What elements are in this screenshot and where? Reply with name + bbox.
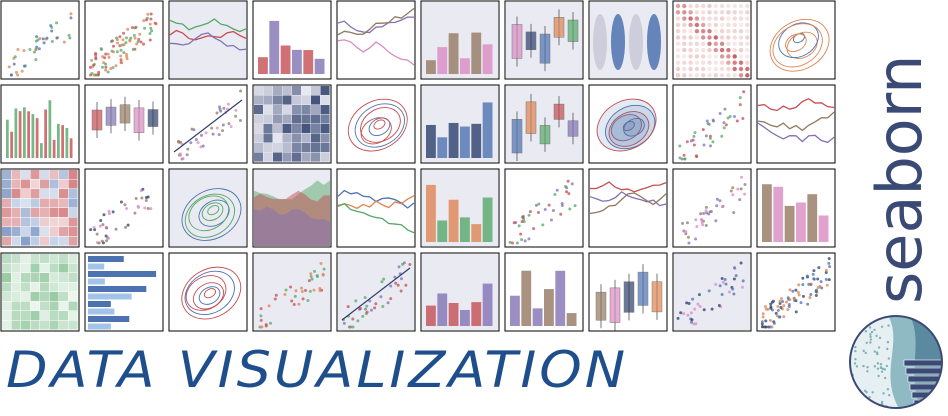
boxen-plot-icon	[84, 84, 164, 164]
tagline: DATA VISUALIZATION	[6, 341, 629, 400]
multi-line-icon	[336, 0, 416, 80]
joint-kde-icon	[756, 0, 836, 80]
timeseries-band-icon	[168, 0, 248, 80]
correlation-dot-matrix-icon	[672, 0, 752, 80]
dot-plot-icon	[672, 168, 752, 248]
facet-lines-icon	[756, 84, 836, 164]
heatmap-2d-hist-icon	[252, 84, 332, 164]
regression-scatter-icon	[420, 168, 500, 248]
error-bar-icon	[168, 252, 248, 332]
ridge-plot-icon	[420, 84, 500, 164]
bar-facet-icon	[756, 168, 836, 248]
hexbin-scatter-icon	[84, 0, 164, 80]
regression-line-icon	[336, 252, 416, 332]
stacked-histogram-icon	[0, 84, 80, 164]
density-scatter-icon	[588, 84, 668, 164]
seaborn-wordmark: seaborn	[855, 4, 945, 314]
joint-histogram-icon	[252, 0, 332, 80]
boxplot-icon	[504, 0, 584, 80]
diverging-heatmap-icon	[0, 168, 80, 248]
facet-polar-icon	[504, 168, 584, 248]
ecdf-icon	[336, 168, 416, 248]
scatter-icon	[0, 0, 80, 80]
strip-plot-icon	[168, 84, 248, 164]
swarm-plot-icon	[588, 252, 668, 332]
polar-scatter-icon	[252, 252, 332, 332]
kde-heatmap-icon	[0, 252, 80, 332]
seaborn-logo-icon	[849, 315, 943, 409]
bubble-scatter-icon	[504, 252, 584, 332]
marginal-scatter-icon	[84, 168, 164, 248]
regression-band-icon	[672, 84, 752, 164]
wordmark-text: seaborn	[863, 55, 936, 304]
letter-value-plot-icon	[504, 84, 584, 164]
split-violin-icon	[588, 0, 668, 80]
horizontal-bar-icon	[84, 252, 164, 332]
pair-grid-icon	[672, 252, 752, 332]
kde-contour-icon	[336, 84, 416, 164]
dense-scatter-icon	[756, 252, 836, 332]
residual-scatter-icon	[420, 252, 500, 332]
stacked-area-icon	[252, 168, 332, 248]
grouped-bar-icon	[420, 0, 500, 80]
bivariate-kde-icon	[168, 168, 248, 248]
paired-lines-icon	[588, 168, 668, 248]
